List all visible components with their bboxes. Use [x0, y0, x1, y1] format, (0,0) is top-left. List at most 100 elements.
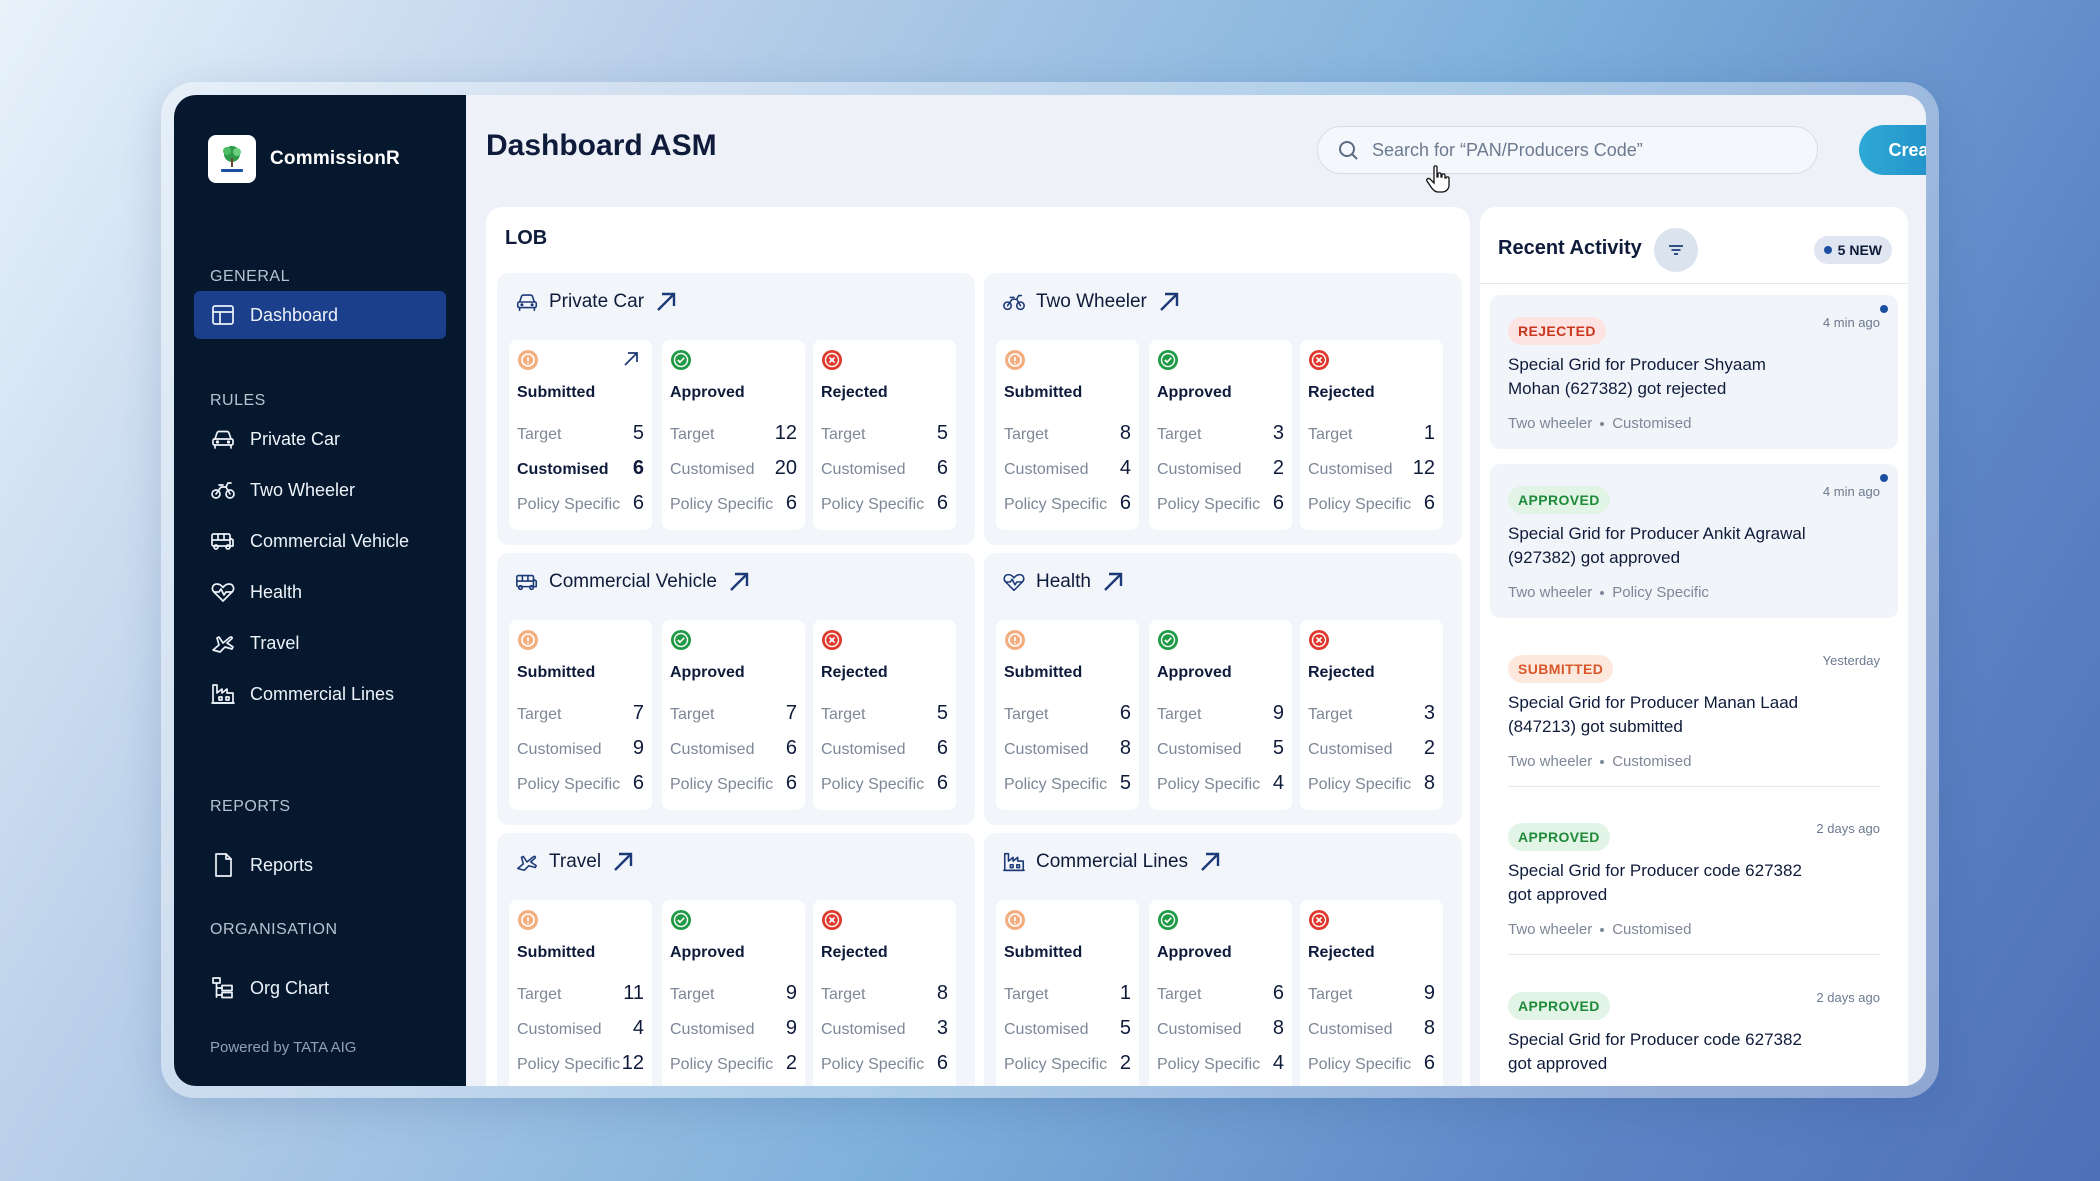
lob-card-header[interactable]: Private Car	[515, 290, 678, 314]
stat-row-label: Policy Specific	[1157, 496, 1261, 513]
stat-row-policy: Policy Specific 6	[821, 772, 948, 795]
stat-row-label: Customised	[670, 1021, 755, 1038]
stat-row-value: 4	[1119, 457, 1131, 479]
section-label: ORGANISATION	[210, 921, 338, 938]
stat-row-policy: Policy Specific 8	[1308, 772, 1435, 795]
sidebar-item-health[interactable]: Health	[194, 568, 446, 616]
stat-row-label: Policy Specific	[1157, 1056, 1261, 1073]
sidebar-item-dashboard[interactable]: Dashboard	[194, 291, 446, 339]
stat-label: Rejected	[1308, 384, 1375, 401]
plane-icon	[516, 855, 538, 872]
stat-row-value: 6	[936, 457, 948, 479]
stat-approved[interactable]: Approved Target 9 Customised 9 Policy Specifi…	[662, 900, 805, 1086]
check-circle-icon	[671, 630, 691, 650]
stat-submitted[interactable]: Submitted Target 6 Customised 8 Policy Specif…	[996, 620, 1139, 810]
stat-label: Approved	[670, 944, 745, 961]
activity-text: Special Grid for Producer code 627382 go…	[1508, 1030, 1802, 1073]
stat-row-target: Target 5	[517, 422, 644, 445]
external-link-icon[interactable]	[1101, 570, 1125, 594]
stat-row-value: 3	[1272, 422, 1284, 444]
stat-rejected[interactable]: Rejected Target 1 Customised 12 Policy Specif…	[1300, 340, 1443, 530]
sidebar-item-commercial-vehicle[interactable]: Commercial Vehicle	[194, 517, 446, 565]
activity-item[interactable]: APPROVED 2 days ago Special Grid for Produ…	[1490, 970, 1898, 1086]
activity-text: Special Grid for Producer Ankit Agrawal …	[1508, 524, 1806, 567]
stat-label: Approved	[1157, 664, 1232, 681]
sidebar-item-org-chart[interactable]: Org Chart	[194, 964, 446, 1012]
external-link-icon[interactable]	[654, 290, 678, 314]
bullet	[1600, 759, 1605, 764]
stat-row-value: 9	[785, 982, 797, 1004]
stat-rejected[interactable]: Rejected Target 5 Customised 6 Policy Specifi…	[813, 340, 956, 530]
lob-card-header[interactable]: Two Wheeler	[1002, 290, 1181, 314]
stat-label: Rejected	[1308, 664, 1375, 681]
lob-card-header[interactable]: Commercial Vehicle	[515, 570, 751, 594]
lob-card-header[interactable]: Commercial Lines	[1002, 850, 1222, 874]
activity-item[interactable]: REJECTED 4 min ago Special Grid for Produc…	[1490, 295, 1898, 449]
stat-row-value: 6	[1423, 492, 1435, 514]
lob-card-private-car: Private Car Submitted Target 5 Customised 6 Po…	[497, 273, 975, 545]
sidebar-item-reports[interactable]: Reports	[194, 841, 446, 889]
stat-row-value: 8	[1423, 772, 1435, 794]
stat-row-value: 8	[1423, 1017, 1435, 1039]
new-count-label: 5 NEW	[1837, 242, 1882, 258]
stat-row-value: 8	[1119, 737, 1131, 759]
stat-row-label: Customised	[821, 1021, 906, 1038]
stat-submitted[interactable]: Submitted Target 1 Customised 5 Policy Specif…	[996, 900, 1139, 1086]
brand[interactable]: CommissionR	[208, 135, 400, 183]
stat-row-label: Customised	[1157, 461, 1242, 478]
stat-row-value: 8	[1272, 1017, 1284, 1039]
sidebar-item-commercial-lines[interactable]: Commercial Lines	[194, 670, 446, 718]
stat-row-customised: Customised 8	[1308, 1017, 1435, 1040]
activity-item[interactable]: APPROVED 2 days ago Special Grid for Produ…	[1490, 801, 1898, 955]
stat-submitted[interactable]: Submitted Target 7 Customised 9 Policy Specif…	[509, 620, 652, 810]
stat-row-value: 4	[632, 1017, 644, 1039]
bullet	[1600, 421, 1605, 426]
stat-row-value: 6	[632, 492, 644, 514]
stat-row-value: 9	[1423, 982, 1435, 1004]
sidebar-item-private-car[interactable]: Private Car	[194, 415, 446, 463]
sidebar-item-two-wheeler[interactable]: Two Wheeler	[194, 466, 446, 514]
create-rule-button[interactable]: Create Rule	[1859, 125, 1926, 175]
stat-approved[interactable]: Approved Target 3 Customised 2 Policy Specifi…	[1149, 340, 1292, 530]
stat-rejected[interactable]: Rejected Target 9 Customised 8 Policy Specifi…	[1300, 900, 1443, 1086]
check-circle-icon	[1158, 350, 1178, 370]
stat-row-label: Customised	[1004, 1021, 1089, 1038]
external-link-icon[interactable]	[727, 570, 751, 594]
filter-button[interactable]	[1654, 228, 1698, 272]
stat-approved[interactable]: Approved Target 6 Customised 8 Policy Specifi…	[1149, 900, 1292, 1086]
stat-submitted[interactable]: Submitted Target 5 Customised 6 Policy Specif…	[509, 340, 652, 530]
check-circle-icon	[1158, 910, 1178, 930]
stat-rejected[interactable]: Rejected Target 5 Customised 6 Policy Specifi…	[813, 620, 956, 810]
activity-item[interactable]: SUBMITTED Yesterday Special Grid for Produ…	[1490, 633, 1898, 787]
activity-text: Special Grid for Producer Manan Laad (84…	[1508, 693, 1799, 736]
stat-rejected[interactable]: Rejected Target 8 Customised 3 Policy Specifi…	[813, 900, 956, 1086]
lob-card-header[interactable]: Travel	[515, 850, 635, 874]
stat-approved[interactable]: Approved Target 9 Customised 5 Policy Specifi…	[1149, 620, 1292, 810]
stat-row-target: Target 8	[821, 982, 948, 1005]
stat-row-policy: Policy Specific 6	[1004, 492, 1131, 515]
external-link-icon[interactable]	[611, 850, 635, 874]
activity-time: 4 min ago	[1822, 315, 1880, 330]
stat-approved[interactable]: Approved Target 7 Customised 6 Policy Specifi…	[662, 620, 805, 810]
check-circle-icon	[671, 350, 691, 370]
lob-card-header[interactable]: Health	[1002, 570, 1125, 594]
stat-row-value: 6	[936, 1052, 948, 1074]
stat-submitted[interactable]: Submitted Target 11 Customised 4 Policy Speci…	[509, 900, 652, 1086]
stat-row-label: Customised	[1308, 1021, 1393, 1038]
stat-row-label: Target	[1157, 986, 1202, 1003]
stat-row-label: Policy Specific	[1157, 776, 1261, 793]
stat-approved[interactable]: Approved Target 12 Customised 20 Policy Speci…	[662, 340, 805, 530]
external-link-icon[interactable]	[622, 350, 640, 368]
search-bar[interactable]	[1317, 126, 1818, 174]
stat-submitted[interactable]: Submitted Target 8 Customised 4 Policy Specif…	[996, 340, 1139, 530]
stat-row-target: Target 9	[1157, 702, 1284, 725]
sidebar-item-travel[interactable]: Travel	[194, 619, 446, 667]
stat-label: Approved	[1157, 944, 1232, 961]
pending-icon	[518, 350, 538, 370]
external-link-icon[interactable]	[1198, 850, 1222, 874]
sidebar-item-label: Two Wheeler	[250, 479, 356, 500]
activity-item[interactable]: APPROVED 4 min ago Special Grid for Produc…	[1490, 464, 1898, 618]
search-input[interactable]	[1372, 139, 1792, 161]
stat-rejected[interactable]: Rejected Target 3 Customised 2 Policy Specifi…	[1300, 620, 1443, 810]
external-link-icon[interactable]	[1157, 290, 1181, 314]
